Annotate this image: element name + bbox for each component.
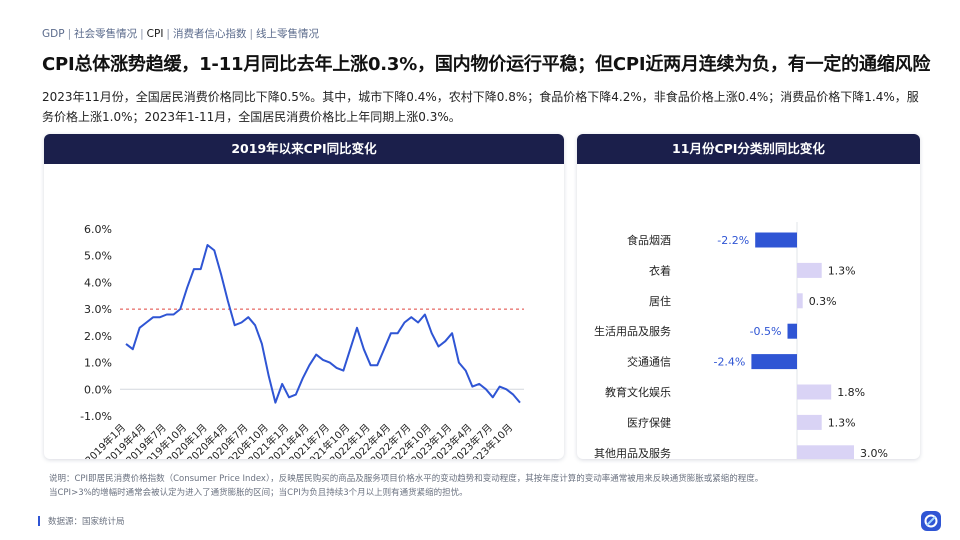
bar-value-label: 1.8% bbox=[837, 386, 865, 399]
breadcrumb-separator: | bbox=[166, 28, 170, 40]
cpi-category-panel-title: 11月份CPI分类别同比变化 bbox=[577, 134, 920, 164]
category-label: 教育文化娱乐 bbox=[605, 385, 671, 399]
category-label: 食品烟酒 bbox=[627, 233, 671, 247]
bar-value-label: 1.3% bbox=[828, 416, 856, 429]
y-tick-label: 1.0% bbox=[84, 357, 112, 370]
bar-value-label: 0.3% bbox=[809, 295, 837, 308]
category-label: 其他用品及服务 bbox=[594, 447, 671, 459]
breadcrumb-item-online[interactable]: 线上零售情况 bbox=[256, 28, 320, 40]
footnote-line-2: 当CPI>3%的增幅时通常会被认定为进入了通货膨胀的区间；当CPI为负且持续3个… bbox=[49, 488, 468, 498]
cpi-category-chart: 食品烟酒 -2.2% 衣着 1.3% 居住 0.3% 生活用品及服务 -0.5% 交通通信 -2.… bbox=[594, 222, 888, 459]
page-title: CPI总体涨势趋缓，1-11月同比去年上涨0.3%，国内物价运行平稳；但CPI近… bbox=[42, 54, 931, 75]
category-bar bbox=[755, 232, 797, 248]
category-label: 生活用品及服务 bbox=[594, 324, 671, 338]
category-bar bbox=[751, 354, 797, 370]
y-tick-label: 5.0% bbox=[84, 250, 112, 263]
bar-value-label: 1.3% bbox=[828, 264, 856, 277]
category-label: 居住 bbox=[649, 294, 671, 308]
category-bar bbox=[787, 323, 797, 339]
category-bar bbox=[797, 262, 822, 278]
breadcrumb-item-confidence[interactable]: 消费者信心指数 bbox=[172, 28, 247, 40]
cpi-trend-panel: 2019年以来CPI同比变化 6.0% 5.0% 4.0% 3.0% 2.0% 1.0% 0… bbox=[44, 134, 564, 459]
y-tick-label: 6.0% bbox=[84, 223, 112, 236]
breadcrumb-separator: | bbox=[140, 28, 144, 40]
y-tick-label: 4.0% bbox=[84, 276, 112, 289]
category-label: 衣着 bbox=[649, 263, 671, 277]
data-source: 数据源：国家统计局 bbox=[48, 517, 125, 527]
category-bar bbox=[797, 414, 822, 430]
bar-value-label: 3.0% bbox=[860, 447, 888, 459]
breadcrumb-item-gdp[interactable]: GDP bbox=[42, 28, 65, 40]
bar-value-label: -0.5% bbox=[750, 325, 782, 338]
breadcrumb-item-retail[interactable]: 社会零售情况 bbox=[74, 28, 138, 40]
bar-value-label: -2.2% bbox=[717, 234, 749, 247]
brand-logo-icon bbox=[921, 511, 941, 531]
cpi-category-panel: 11月份CPI分类别同比变化 食品烟酒 -2.2% 衣着 1.3% 居住 0.3% 生活用品… bbox=[577, 134, 920, 459]
footnote: 说明：CPI即居民消费价格指数（Consumer Price Index），反映… bbox=[49, 472, 929, 500]
category-bar bbox=[797, 445, 854, 459]
y-tick-label: 3.0% bbox=[84, 303, 112, 316]
y-tick-label: 0.0% bbox=[84, 383, 112, 396]
y-tick-label: -1.0% bbox=[80, 410, 112, 423]
breadcrumb-item-cpi[interactable]: CPI bbox=[146, 28, 164, 40]
cpi-trend-chart: 6.0%5.0%4.0%3.0%2.0%1.0%0.0%-1.0%2019年1月… bbox=[80, 223, 524, 459]
footer-accent-bar bbox=[38, 516, 40, 526]
category-bar bbox=[797, 384, 832, 400]
cpi-trend-panel-title: 2019年以来CPI同比变化 bbox=[44, 134, 564, 164]
breadcrumb-separator: | bbox=[67, 28, 72, 40]
category-label: 医疗保健 bbox=[627, 415, 671, 429]
bar-value-label: -2.4% bbox=[713, 356, 745, 369]
footnote-line-1: 说明：CPI即居民消费价格指数（Consumer Price Index），反映… bbox=[49, 474, 764, 484]
category-bar bbox=[797, 293, 803, 309]
y-tick-label: 2.0% bbox=[84, 330, 112, 343]
summary-text: 2023年11月份，全国居民消费价格同比下降0.5%。其中，城市下降0.4%，农… bbox=[42, 90, 919, 124]
category-label: 交通通信 bbox=[627, 355, 671, 369]
cpi-series-line bbox=[125, 244, 521, 404]
breadcrumb: GDP | 社会零售情况 | CPI | 消费者信心指数 | 线上零售情况 bbox=[42, 26, 319, 41]
breadcrumb-separator: | bbox=[249, 28, 254, 40]
